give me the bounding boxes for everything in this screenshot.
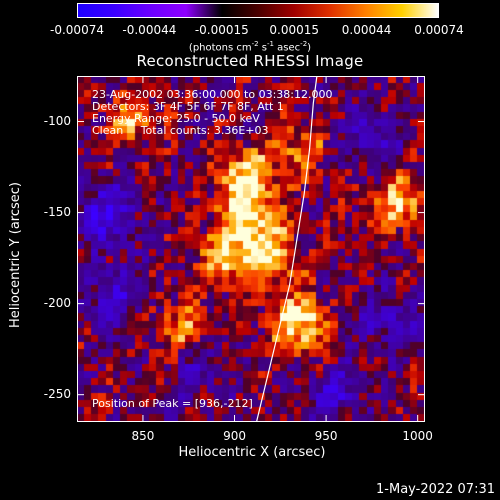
y-axis-ticks <box>77 121 425 396</box>
plot-area: 23-Aug-2002 03:36:00.000 to 03:38:12.000… <box>77 76 425 422</box>
colorbar-tick-label: -0.00074 <box>50 23 104 37</box>
colorbar-tick-label: 0.00015 <box>269 23 319 37</box>
y-tick-label: -150 <box>43 204 71 219</box>
energy-range-annotation: Energy Range: 25.0 - 50.0 keV <box>92 112 260 125</box>
chart-title: Reconstructed RHESSI Image <box>136 52 364 70</box>
colorbar-tick-label: -0.00015 <box>194 23 249 37</box>
x-axis-ticks <box>142 76 419 422</box>
x-tick-label: 900 <box>223 429 246 443</box>
clean-counts-annotation: Clean Total counts: 3.36E+03 <box>92 124 269 137</box>
plot-frame <box>77 76 425 422</box>
x-tick-label: 950 <box>314 429 338 443</box>
colorbar-unit-label: (photons cm-2 s-1 asec-2) <box>188 40 312 54</box>
x-tick-label: 1000 <box>402 429 433 443</box>
solar-limb-curve <box>255 76 318 422</box>
colorbar <box>77 3 439 18</box>
footer-timestamp: 1-May-2022 07:31 <box>376 482 495 497</box>
y-tick-label: -100 <box>43 113 71 128</box>
colorbar-tick-label: 0.00044 <box>341 23 392 37</box>
y-tick-label: -250 <box>43 386 71 401</box>
peak-position-annotation: Position of Peak = [936,-212] <box>92 397 253 410</box>
detectors-annotation: Detectors: 3F 4F 5F 6F 7F 8F, Att 1 <box>92 100 284 113</box>
colorbar-tick-label: 0.00074 <box>414 23 464 37</box>
plot-overlay <box>77 76 425 422</box>
x-axis-label: Heliocentric X (arcsec) <box>178 445 326 460</box>
y-axis-label: Heliocentric Y (arcsec) <box>8 182 23 328</box>
heatmap-image <box>77 76 425 422</box>
time-range-annotation: 23-Aug-2002 03:36:00.000 to 03:38:12.000 <box>92 88 333 101</box>
colorbar-tick-label: -0.00044 <box>122 23 177 37</box>
y-tick-label: -200 <box>43 295 71 310</box>
x-tick-label: 850 <box>131 429 155 443</box>
